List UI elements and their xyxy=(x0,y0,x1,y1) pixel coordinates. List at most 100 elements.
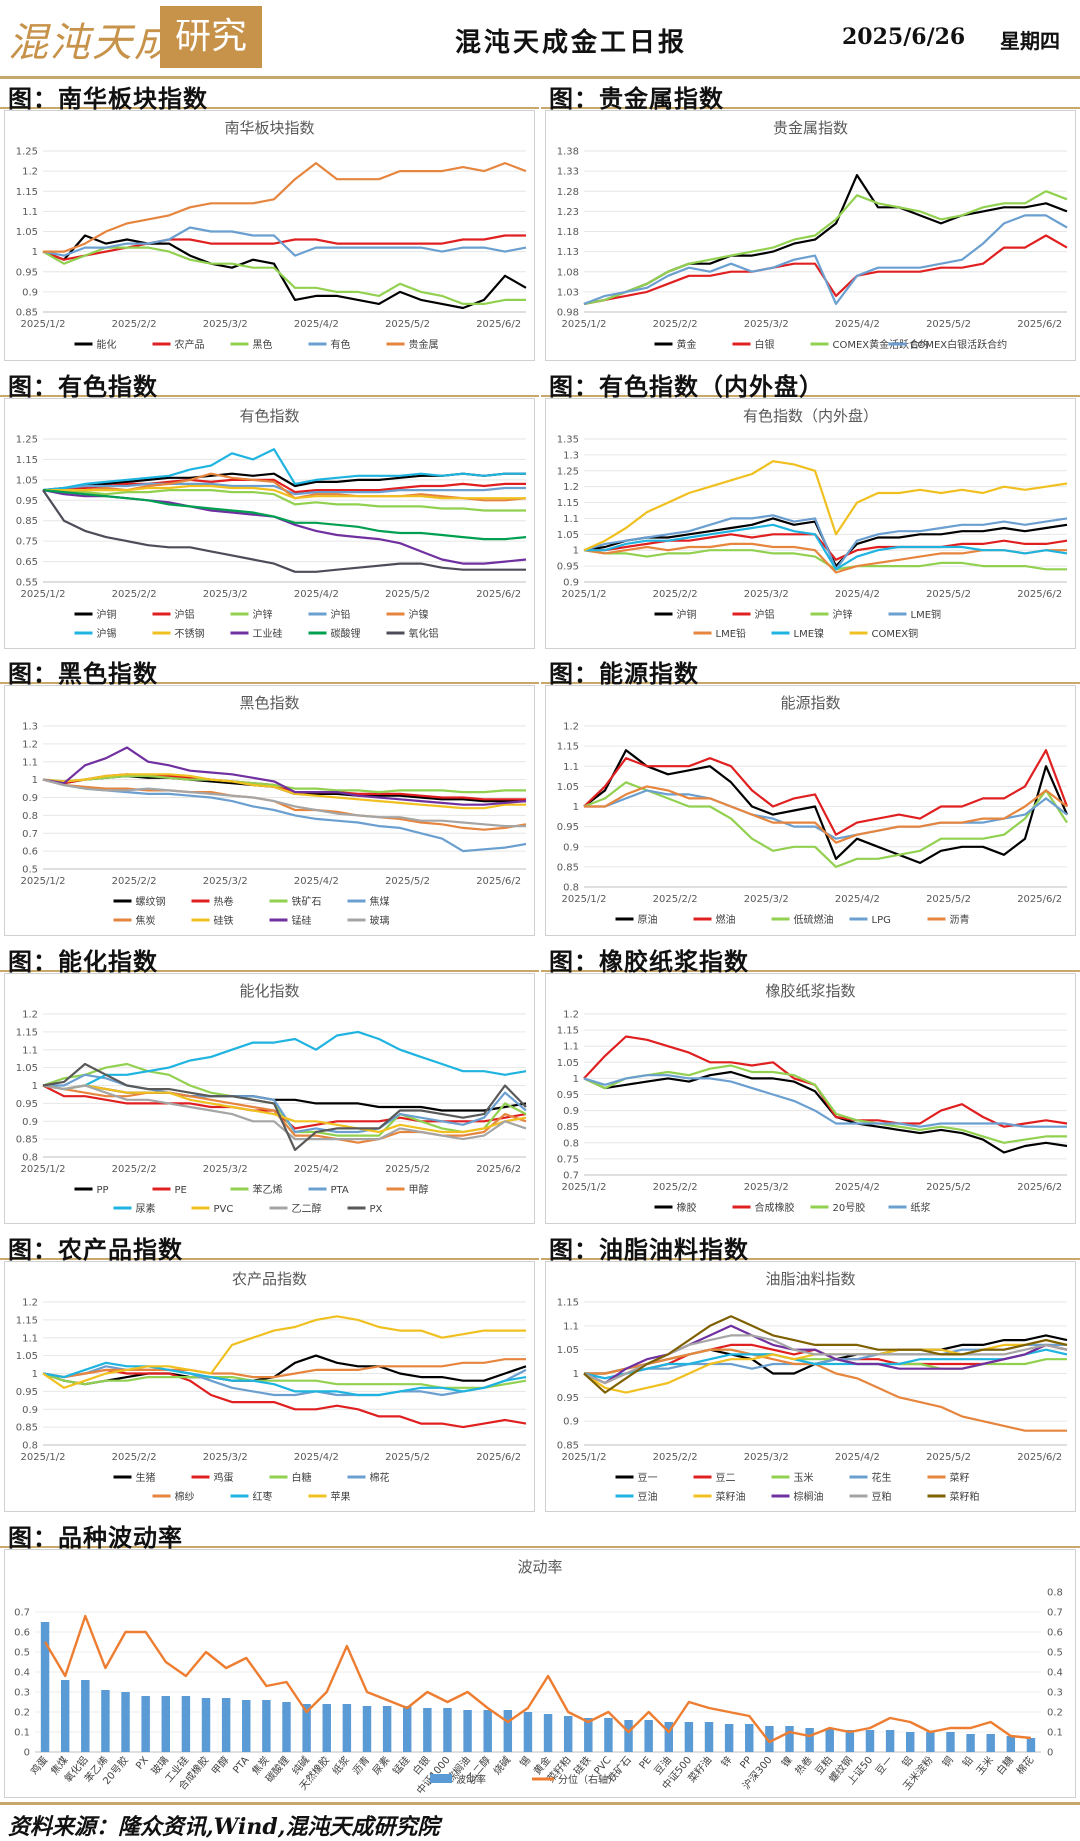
y-tick-label: 0.75 xyxy=(557,1154,579,1165)
series-line-8 xyxy=(42,489,527,541)
legend-item: 甲醇 xyxy=(386,1183,429,1196)
x-tick-label: 2025/6/2 xyxy=(1017,1182,1062,1193)
y-tick-label: 0.7 xyxy=(563,1171,579,1182)
legend-label: 铁矿石 xyxy=(292,895,322,908)
chart-svg-ag: 农产品指数 0.8 0.85 0.9 0.95 1 1.05 1.1 1.15 1.2 2025/1… xyxy=(16,1270,527,1503)
section-header: 图：黑色指数 xyxy=(0,652,539,688)
series-line-6 xyxy=(42,1315,526,1389)
x-tick-label: 2025/2/2 xyxy=(653,589,698,600)
series-line-4 xyxy=(43,161,527,253)
y-tick-label: 0.9 xyxy=(22,793,38,804)
percentile-line xyxy=(44,1614,1032,1744)
volatility-bar xyxy=(644,1720,653,1752)
legend-item: 棉花 xyxy=(347,1471,390,1484)
y-tick-label: 1 xyxy=(32,1081,38,1092)
legend-label: 棉纱 xyxy=(175,1490,195,1503)
report-header: 混沌天成 研究院 混沌天成金工日报 2025/6/26 星期四 xyxy=(0,0,1080,119)
legend-label: 沪铜 xyxy=(97,608,117,621)
y2-tick-label: 0 xyxy=(1047,1748,1053,1759)
legend-item: PVC xyxy=(191,1204,234,1215)
legend-label: 棕榈油 xyxy=(794,1490,824,1503)
category-label: PTA xyxy=(231,1755,251,1776)
legend-item: 沥青 xyxy=(927,913,970,926)
y-tick-label: 1.15 xyxy=(16,455,38,466)
y-tick-label: 0.6 xyxy=(22,847,38,858)
volatility-bar xyxy=(201,1698,211,1752)
x-tick-label: 2025/1/2 xyxy=(562,1452,607,1463)
legend-label: 花生 xyxy=(872,1471,892,1484)
y-tick-label: 1.1 xyxy=(22,757,38,768)
legend-item: 鸡蛋 xyxy=(191,1471,234,1484)
legend-label: PVC xyxy=(214,1204,234,1215)
x-tick-label: 2025/1/2 xyxy=(21,1452,66,1463)
legend-item: 玉米 xyxy=(771,1471,814,1484)
legend-label: COMEX黄金活跃合约 xyxy=(833,338,930,351)
volatility-bar xyxy=(161,1696,171,1752)
series-line-7 xyxy=(42,778,526,828)
legend-item: LME铅 xyxy=(693,627,746,640)
x-tick-label: 2025/3/2 xyxy=(744,894,789,905)
series-line-5 xyxy=(42,1361,527,1397)
chart-title: 油脂油料指数 xyxy=(765,1270,855,1288)
legend-item: COMEX白银活跃合约 xyxy=(888,338,1007,351)
y-tick-label: 0.85 xyxy=(557,862,579,873)
x-tick-label: 2025/5/2 xyxy=(385,319,430,330)
volatility-bar xyxy=(101,1690,110,1752)
section-title: 图：能源指数 xyxy=(549,659,699,688)
category-label: 铝 xyxy=(900,1754,916,1769)
y-tick-label: 1.25 xyxy=(16,435,38,446)
x-tick-label: 2025/4/2 xyxy=(835,1182,880,1193)
legend-label: 能化 xyxy=(97,338,117,351)
legend-item: 白糖 xyxy=(269,1471,312,1484)
x-tick-label: 2025/5/2 xyxy=(385,1452,430,1463)
legend-label: 低硫燃油 xyxy=(794,913,834,926)
legend-item: 低硫燃油 xyxy=(771,913,834,926)
chart-svg-oil: 油脂油料指数 0.85 0.9 0.95 1 1.05 1.1 1.15 2025/1/2 202… xyxy=(557,1270,1068,1503)
y-tick-label: 1.28 xyxy=(557,187,579,198)
series-line-4 xyxy=(584,1348,1067,1432)
y-tick-label: 1.05 xyxy=(557,782,579,793)
section-header: 图：有色指数 xyxy=(0,365,539,401)
chart-panel-pm: 贵金属指数 0.98 1.03 1.08 1.13 1.18 1.23 1.28 1.33 1.3… xyxy=(545,110,1076,361)
section-title: 图：南华板块指数 xyxy=(8,84,208,113)
y-tick-label: 0.95 xyxy=(16,1387,38,1398)
volatility-bar xyxy=(946,1732,955,1752)
y-tick-label: 0.8 xyxy=(563,883,579,894)
legend-swatch xyxy=(430,1774,452,1783)
report-date: 2025/6/26 xyxy=(842,24,966,50)
y-tick-label: 1.05 xyxy=(16,1351,38,1362)
legend-item: 贵金属 xyxy=(386,338,439,351)
legend-item: 焦煤 xyxy=(347,895,390,908)
legend-label: 棉花 xyxy=(370,1471,390,1484)
chart-title: 波动率 xyxy=(517,1558,562,1576)
chart-svg-rb: 橡胶纸浆指数 0.7 0.75 0.8 0.85 0.9 0.95 1 1.05 1.1 1.15 1… xyxy=(557,982,1068,1214)
legend-item: 玻璃 xyxy=(347,914,390,927)
y-tick-label: 1.15 xyxy=(557,742,579,753)
volatility-bar xyxy=(262,1700,271,1752)
section-title: 图：有色指数 xyxy=(8,372,158,401)
x-tick-label: 2025/1/2 xyxy=(562,894,607,905)
x-tick-label: 2025/6/2 xyxy=(1017,1452,1062,1463)
legend-item: 黑色 xyxy=(230,338,273,351)
legend-item: 工业硅 xyxy=(230,627,283,640)
x-tick-label: 2025/4/2 xyxy=(835,1452,880,1463)
y-tick-label: 0.8 xyxy=(22,1153,38,1164)
x-tick-label: 2025/5/2 xyxy=(385,1164,430,1175)
y-tick-label: 1.08 xyxy=(557,267,579,278)
legend-item: 沪铝 xyxy=(732,608,775,621)
volatility-bar xyxy=(1006,1736,1016,1752)
volatility-bar xyxy=(342,1704,352,1752)
y-tick-label: 1.1 xyxy=(563,762,579,773)
x-tick-label: 2025/3/2 xyxy=(203,876,248,887)
series-line-0 xyxy=(42,1354,527,1386)
chart-svg-pm: 贵金属指数 0.98 1.03 1.08 1.13 1.18 1.23 1.28 1.33 1.3… xyxy=(557,119,1068,351)
volatility-bar xyxy=(986,1734,995,1752)
y-tick-label: 1.2 xyxy=(22,1010,38,1021)
volatility-bar xyxy=(382,1706,392,1752)
y2-tick-label: 0.5 xyxy=(1047,1648,1063,1659)
x-tick-label: 2025/6/2 xyxy=(476,1452,521,1463)
series-line-5 xyxy=(42,1030,527,1091)
x-tick-label: 2025/4/2 xyxy=(835,589,880,600)
section-header: 图：能化指数 xyxy=(0,940,539,976)
x-tick-label: 2025/3/2 xyxy=(744,319,789,330)
